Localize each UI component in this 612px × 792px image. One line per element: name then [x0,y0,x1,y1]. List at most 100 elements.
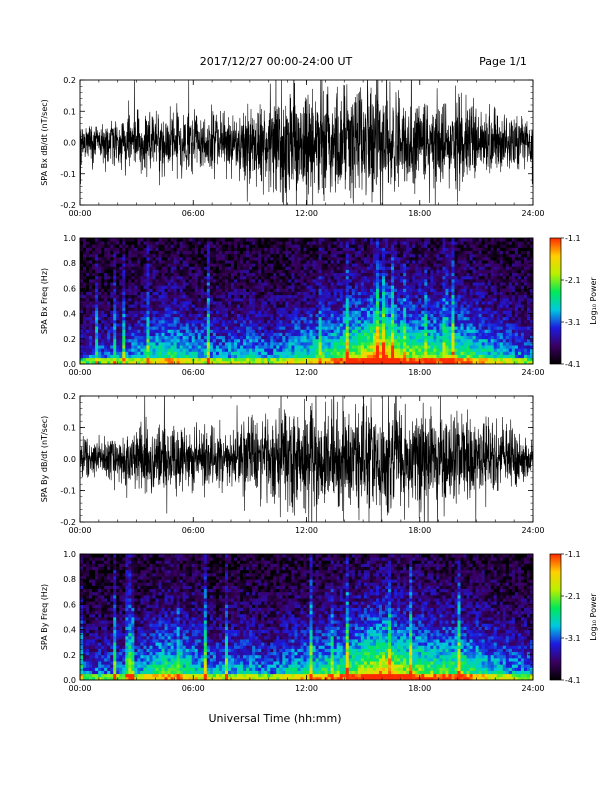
spectrogram-cell [315,313,319,318]
spectrogram-cell [173,244,178,248]
spectrogram-cell [363,253,368,258]
spectrogram-cell [146,313,150,318]
spectrogram-cell [107,348,111,352]
spectrogram-cell [394,360,398,365]
spectrogram-cell [221,354,226,359]
spectrogram-cell [388,285,392,289]
spectrogram-cell [366,323,371,327]
spectrogram-cell [303,256,307,261]
spectrogram-cell [234,291,238,296]
spectrogram-cell [161,256,165,261]
spectrogram-cell [215,313,220,318]
spectrogram-cell [212,260,217,264]
spectrogram-cell [324,253,329,258]
spectrogram-cell [237,275,241,280]
spectrogram-cell [439,335,443,340]
spectrogram-cell [83,323,87,327]
spectrogram-cell [107,310,111,314]
spectrogram-cell [433,360,437,365]
spectrogram-cell [333,253,338,258]
spectrogram-cell [279,323,283,327]
spectrogram-cell [427,354,431,359]
spectrogram-cell [243,304,247,308]
spectrogram-cell [170,338,175,343]
spectrogram-cell [107,351,111,355]
spectrogram-cell [119,285,123,289]
spectrogram-cell [327,313,332,318]
spectrogram-cell [95,313,99,318]
spectrogram-cell [406,354,410,359]
spectrogram-cell [303,360,307,365]
spectrogram-cell [421,310,425,314]
spectrogram-cell [134,241,138,245]
spectrogram-cell [258,269,262,274]
spectrogram-cell [101,297,105,302]
spectrogram-cell [400,269,404,274]
spectrogram-cell [409,329,413,333]
spectrogram-cell [409,354,413,359]
spectrogram-cell [430,348,434,352]
spectrogram-cell [218,326,223,330]
spectrogram-cell [391,294,395,299]
spectrogram-cell [134,244,138,248]
spectrogram-cell [421,285,425,289]
spectrogram-cell [324,301,329,305]
spectrogram-cell [140,269,144,274]
spectrogram-cell [140,301,144,305]
spectrogram-cell [86,253,90,258]
spectrogram-cell [430,326,434,330]
spectrogram-cell [345,326,350,330]
spectrogram-cell [421,326,425,330]
spectrogram-cell [354,307,359,311]
spectrogram-cell [258,244,262,248]
spectrogram-cell [125,329,129,333]
spectrogram-cell [433,291,437,296]
spectrogram-cell [403,304,407,308]
spectrogram-cell [267,253,271,258]
spectrogram-cell [197,304,202,308]
spectrogram-cell [149,253,153,258]
spectrogram-cell [333,335,338,340]
spectrogram-cell [209,282,214,286]
spectrogram-cell [382,241,386,245]
spectrogram-cell [237,247,241,251]
spectrogram-cell [83,304,87,308]
spectrogram-cell [348,329,353,333]
spectrogram-cell [442,241,446,245]
spectrogram-cell [167,319,171,324]
spectrogram-cell [152,282,156,286]
spectrogram-cell [285,357,289,362]
spectrogram-cell [182,260,187,264]
spectrogram-cell [385,319,389,324]
spectrogram-cell [185,294,190,299]
spectrogram-cell [146,272,150,277]
spectrogram-cell [400,250,404,255]
spectrogram-cell [291,269,295,274]
spectrogram-cell [185,282,190,286]
bx_ts-frame [79,79,534,206]
spectrogram-cell [339,288,344,292]
spectrogram-cell [351,250,356,255]
spectrogram-cell [357,357,362,362]
spectrogram-cell [303,238,307,242]
spectrogram-cell [249,304,253,308]
spectrogram-cell [264,285,268,289]
spectrogram-cell [385,244,389,248]
spectrogram-cell [378,247,383,251]
spectrogram-cell [303,319,307,324]
spectrogram-cell [424,360,428,365]
spectrogram-cell [330,360,335,365]
spectrogram-cell [146,269,150,274]
spectrogram-cell [209,247,214,251]
spectrogram-cell [182,291,187,296]
spectrogram-cell [421,338,425,343]
spectrogram-cell [285,278,289,283]
spectrogram-cell [442,256,446,261]
spectrogram-cell [336,313,341,318]
spectrogram-cell [294,294,298,299]
spectrogram-cell [173,351,178,355]
spectrogram-cell [439,275,443,280]
spectrogram-cell [143,326,147,330]
spectrogram-cell [375,256,380,261]
spectrogram-cell [134,345,138,349]
